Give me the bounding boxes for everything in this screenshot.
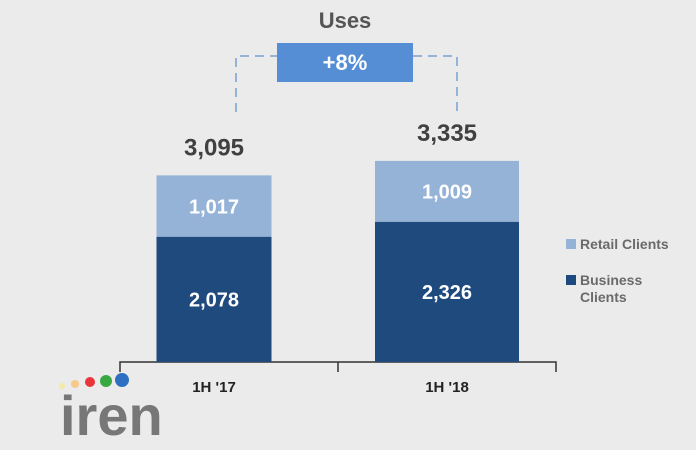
- value-label: 2,078: [189, 290, 239, 312]
- logo: iren: [59, 373, 163, 447]
- bar-segment: [156, 175, 272, 237]
- x-tick-label: 1H '18: [425, 379, 469, 396]
- chart-title: Uses: [319, 8, 372, 33]
- logo-dot: [100, 375, 112, 387]
- logo-dot: [59, 383, 65, 389]
- legend-label: Business Clients: [580, 272, 643, 305]
- bar-segment: [375, 160, 519, 222]
- logo-text: iren: [60, 384, 163, 447]
- logo-dot: [115, 373, 129, 387]
- value-label: 1,017: [189, 196, 239, 218]
- value-label: 1,009: [422, 182, 472, 204]
- x-tick-label: 1H '17: [192, 379, 236, 396]
- axis: [119, 361, 557, 372]
- logo-dot: [71, 380, 79, 388]
- annotation: +8%: [323, 50, 368, 75]
- logo-dot: [85, 377, 95, 387]
- bar-segment: [156, 236, 272, 362]
- total-label: 3,095: [184, 135, 244, 162]
- value-label: 2,326: [422, 282, 472, 304]
- legend-label: Retail Clients: [580, 236, 669, 252]
- annotation-box: [277, 43, 413, 82]
- bracket: [235, 55, 458, 112]
- total-label: 3,335: [417, 120, 477, 147]
- bar-segment: [375, 221, 519, 362]
- legend-swatch: [566, 239, 576, 249]
- legend-swatch: [566, 275, 576, 285]
